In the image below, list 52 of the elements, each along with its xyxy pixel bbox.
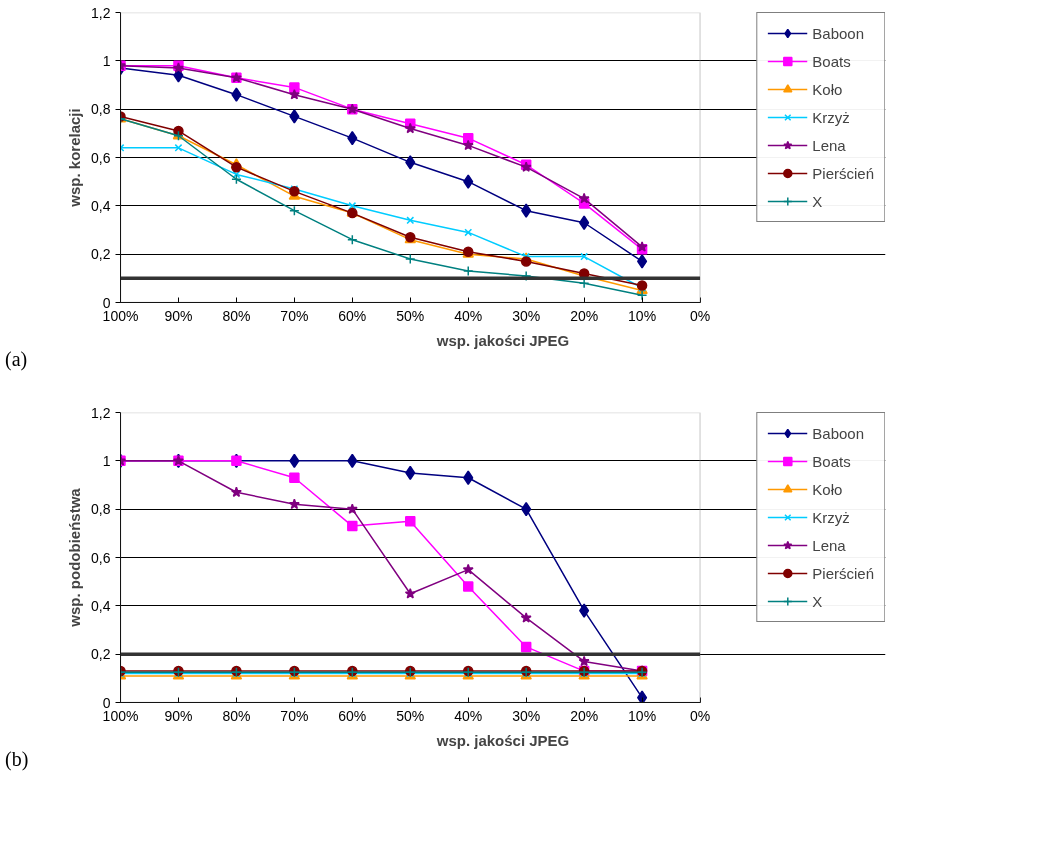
legend-label: Krzyż: [812, 108, 850, 126]
x-tick-label: 10%: [628, 307, 657, 324]
legend-label: Lena: [812, 136, 846, 154]
legend-label: X: [812, 192, 824, 210]
y-tick-label: 0,6: [91, 549, 111, 566]
y-axis-title: wsp. podobieństwa: [66, 487, 84, 628]
x-tick-label: 80%: [222, 707, 251, 724]
legend-label: Boats: [812, 452, 851, 470]
legend-label: Pierścień: [812, 564, 874, 582]
y-tick-label: 1: [102, 452, 111, 469]
legend-label: Krzyż: [812, 508, 850, 526]
y-tick-label: 0,4: [91, 197, 111, 214]
y-tick-label: 0,2: [91, 246, 111, 263]
y-tick-label: 0,4: [91, 597, 111, 614]
x-tick-label: 70%: [280, 707, 309, 724]
y-tick-label: 0,6: [91, 149, 111, 166]
y-tick-label: 1,2: [91, 404, 111, 421]
x-tick-label: 50%: [396, 707, 425, 724]
y-tick-label: 0,8: [91, 501, 111, 518]
x-tick-label: 90%: [164, 307, 193, 324]
x-tick-label: 60%: [338, 307, 367, 324]
x-tick-label: 20%: [570, 307, 599, 324]
x-tick-label: 80%: [222, 307, 251, 324]
y-tick-label: 0,8: [91, 101, 111, 118]
x-tick-label: 90%: [164, 707, 193, 724]
x-tick-label: 40%: [454, 707, 483, 724]
legend-label: Pierścień: [812, 164, 874, 182]
y-tick-label: 1: [102, 52, 111, 69]
x-tick-label: 30%: [512, 707, 541, 724]
legend-label: Baboon: [812, 24, 865, 42]
text: (b): [5, 747, 29, 773]
x-tick-label: 40%: [454, 307, 483, 324]
y-tick-label: 1,2: [91, 4, 111, 21]
legend-label: Baboon: [812, 424, 865, 442]
x-tick-label: 10%: [628, 707, 657, 724]
x-tick-label: 50%: [396, 307, 425, 324]
legend-label: Koło: [812, 80, 843, 98]
x-tick-label: 20%: [570, 707, 599, 724]
x-axis-title: wsp. jakości JPEG: [435, 331, 570, 349]
legend-label: X: [812, 592, 824, 610]
legend-label: Boats: [812, 52, 851, 70]
y-tick-label: 0,2: [91, 646, 111, 663]
text: (a): [5, 347, 28, 373]
y-axis-title: wsp. korelacji: [66, 108, 84, 208]
x-axis-title: wsp. jakości JPEG: [435, 731, 570, 749]
x-tick-label: 30%: [512, 307, 541, 324]
x-tick-label: 60%: [338, 707, 367, 724]
x-tick-label: 0%: [689, 307, 711, 324]
legend-label: Koło: [812, 480, 843, 498]
x-tick-label: 0%: [689, 707, 711, 724]
x-tick-label: 70%: [280, 307, 309, 324]
legend-label: Lena: [812, 536, 846, 554]
